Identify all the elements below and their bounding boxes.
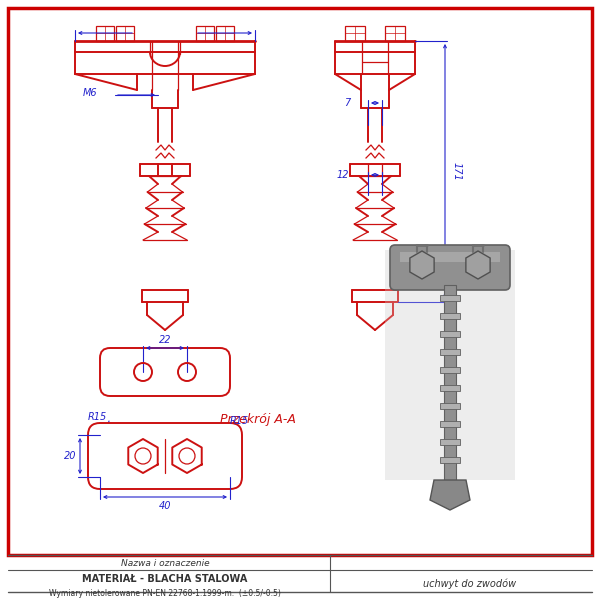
Bar bbox=[96, 26, 114, 41]
Bar bbox=[385, 250, 515, 480]
FancyBboxPatch shape bbox=[390, 245, 510, 290]
Bar bbox=[440, 421, 460, 427]
FancyBboxPatch shape bbox=[88, 423, 242, 489]
Text: MATERIAŁ - BLACHA STALOWA: MATERIAŁ - BLACHA STALOWA bbox=[82, 575, 248, 584]
Text: 40: 40 bbox=[159, 501, 171, 511]
Text: Nazwa i oznaczenie: Nazwa i oznaczenie bbox=[121, 559, 209, 568]
Bar bbox=[385, 250, 515, 480]
Bar bbox=[116, 26, 134, 41]
Text: uchwyt do zwodów: uchwyt do zwodów bbox=[424, 578, 517, 589]
Polygon shape bbox=[410, 251, 434, 279]
FancyBboxPatch shape bbox=[100, 348, 230, 396]
Bar bbox=[400, 252, 500, 262]
Bar bbox=[440, 295, 460, 301]
Text: R15: R15 bbox=[229, 416, 248, 426]
Bar bbox=[440, 439, 460, 445]
Bar bbox=[196, 26, 214, 41]
Text: 20: 20 bbox=[64, 451, 76, 461]
Bar bbox=[440, 349, 460, 355]
Text: Przekrój A-A: Przekrój A-A bbox=[220, 413, 296, 427]
Text: 7: 7 bbox=[344, 98, 350, 108]
Bar bbox=[345, 26, 365, 41]
Text: 171: 171 bbox=[452, 161, 462, 181]
Polygon shape bbox=[466, 251, 490, 279]
Polygon shape bbox=[430, 480, 470, 510]
Bar bbox=[440, 385, 460, 391]
Bar bbox=[440, 403, 460, 409]
Bar bbox=[216, 26, 234, 41]
Bar bbox=[440, 457, 460, 463]
Bar bbox=[440, 367, 460, 373]
Bar bbox=[440, 313, 460, 319]
Bar bbox=[440, 331, 460, 337]
Bar bbox=[385, 26, 405, 41]
Text: M6: M6 bbox=[83, 88, 97, 98]
Text: 12: 12 bbox=[337, 170, 349, 180]
Text: Wymiary nietolerowane PN-EN 22768-1.1999-m.  (±0.5/-0.5): Wymiary nietolerowane PN-EN 22768-1.1999… bbox=[49, 589, 281, 598]
Text: R15: R15 bbox=[88, 412, 107, 422]
Bar bbox=[444, 285, 456, 480]
Text: 22: 22 bbox=[159, 335, 171, 345]
